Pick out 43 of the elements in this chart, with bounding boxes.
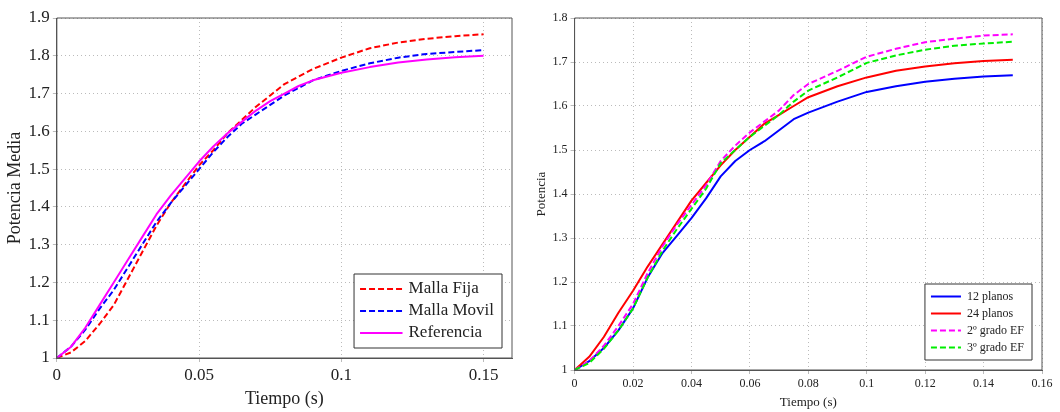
- legend-label: Malla Movil: [408, 300, 495, 320]
- x-tick-label: 0.1: [330, 364, 352, 384]
- x-tick-label: 0.1: [859, 376, 875, 391]
- legend-label: 2º grado EF: [966, 322, 1025, 337]
- legend-label: 24 planos: [966, 305, 1014, 320]
- y-tick-label: 1.7: [28, 83, 51, 103]
- x-tick-label: 0: [52, 364, 62, 384]
- y-tick-label: 1.2: [28, 271, 50, 291]
- y-tick-label: 1.2: [552, 274, 568, 289]
- y-tick-label: 1.5: [552, 142, 568, 157]
- y-tick-label: 1.7: [552, 54, 568, 69]
- y-tick-label: 1.1: [552, 318, 568, 333]
- y-tick-label: 1.9: [28, 7, 50, 27]
- x-tick-label: 0.12: [914, 376, 936, 391]
- x-tick-label: 0.14: [973, 376, 995, 391]
- x-tick-label: 0.05: [184, 364, 214, 384]
- y-tick-label: 1.3: [552, 230, 568, 245]
- x-tick-label: 0.02: [622, 376, 644, 391]
- y-tick-label: 1.1: [28, 309, 50, 329]
- legend-label: 12 planos: [966, 288, 1014, 303]
- y-tick-label: 1: [41, 347, 50, 367]
- legend-label: 3º grado EF: [966, 339, 1025, 354]
- y-tick-label: 1.6: [28, 120, 50, 140]
- y-tick-label: 1.4: [552, 186, 568, 201]
- x-tick-label: 0: [571, 376, 578, 391]
- x-tick-label: 0.15: [468, 364, 499, 384]
- x-tick-label: 0.04: [680, 376, 702, 391]
- y-tick-label: 1.6: [552, 98, 568, 113]
- y-tick-label: 1: [561, 362, 568, 377]
- x-axis-title: Tiempo (s): [245, 387, 324, 409]
- y-tick-label: 1.3: [28, 234, 50, 254]
- legend-label: Referencia: [408, 322, 483, 342]
- x-tick-label: 0.08: [797, 376, 819, 391]
- x-tick-label: 0.06: [739, 376, 761, 391]
- y-axis-title: Potencia Media: [3, 131, 24, 245]
- y-tick-label: 1.8: [28, 45, 50, 65]
- x-axis-title: Tiempo (s): [779, 393, 837, 409]
- y-tick-label: 1.4: [28, 196, 51, 216]
- y-tick-label: 1.8: [552, 10, 568, 25]
- legend-label: Malla Fija: [408, 278, 480, 298]
- x-tick-label: 0.16: [1031, 376, 1053, 391]
- y-axis-title: Potencia: [533, 171, 549, 217]
- y-tick-label: 1.5: [28, 158, 50, 178]
